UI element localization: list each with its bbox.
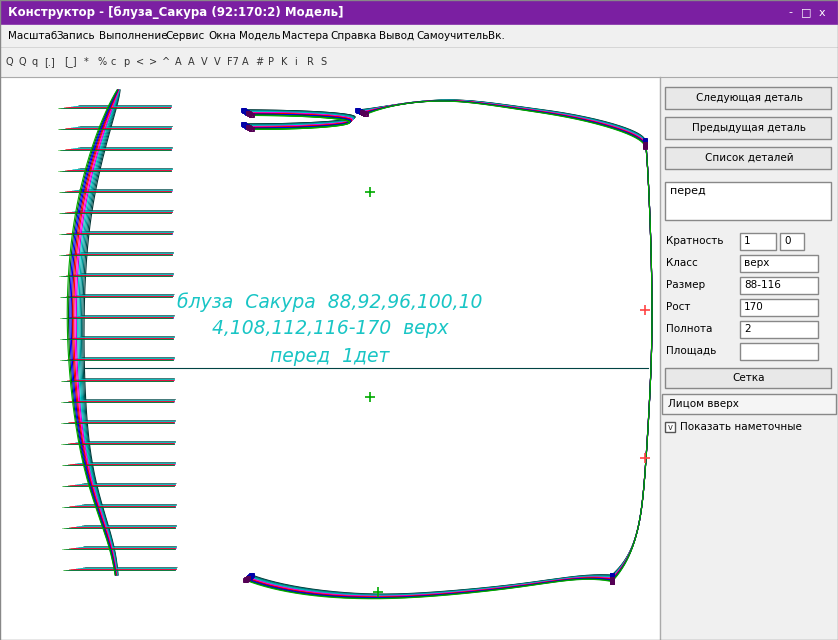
Bar bbox=[740, 233, 776, 250]
Text: 0: 0 bbox=[784, 236, 790, 246]
Text: 88-116: 88-116 bbox=[744, 280, 781, 290]
Bar bbox=[0, 25, 838, 47]
Text: Полнота: Полнота bbox=[666, 324, 712, 334]
Bar bbox=[740, 321, 818, 338]
Bar bbox=[660, 77, 838, 640]
Text: A: A bbox=[175, 57, 182, 67]
Text: Вк.: Вк. bbox=[489, 31, 505, 41]
Bar bbox=[740, 255, 818, 272]
Text: Самоучитель: Самоучитель bbox=[416, 31, 489, 41]
Text: 170: 170 bbox=[744, 302, 763, 312]
Text: Сервис: Сервис bbox=[165, 31, 204, 41]
Text: 4,108,112,116-170  верх: 4,108,112,116-170 верх bbox=[212, 319, 448, 337]
Text: <: < bbox=[136, 57, 144, 67]
Bar bbox=[740, 343, 818, 360]
Text: R: R bbox=[307, 57, 314, 67]
Text: c: c bbox=[110, 57, 116, 67]
Bar bbox=[665, 117, 831, 139]
Text: F7: F7 bbox=[227, 57, 239, 67]
Text: Модель: Модель bbox=[240, 31, 281, 41]
Text: S: S bbox=[320, 57, 326, 67]
Text: Q: Q bbox=[18, 57, 26, 67]
Text: P: P bbox=[268, 57, 274, 67]
Text: ^: ^ bbox=[162, 57, 170, 67]
Text: -: - bbox=[788, 8, 792, 17]
Text: %: % bbox=[97, 57, 106, 67]
Text: Запись: Запись bbox=[57, 31, 96, 41]
Text: верх: верх bbox=[744, 258, 769, 268]
Text: 1: 1 bbox=[744, 236, 751, 246]
Text: перед  1дет: перед 1дет bbox=[271, 348, 390, 367]
Text: □: □ bbox=[801, 8, 811, 17]
Text: Список деталей: Список деталей bbox=[705, 153, 794, 163]
Text: Окна: Окна bbox=[208, 31, 236, 41]
Text: Рост: Рост bbox=[666, 302, 691, 312]
Text: A: A bbox=[188, 57, 194, 67]
Text: [_]: [_] bbox=[64, 56, 76, 67]
Text: Площадь: Площадь bbox=[666, 346, 716, 356]
Text: Мастера: Мастера bbox=[282, 31, 328, 41]
Text: q: q bbox=[31, 57, 37, 67]
Bar bbox=[780, 233, 804, 250]
Text: i: i bbox=[294, 57, 297, 67]
Text: v: v bbox=[668, 422, 673, 431]
Bar bbox=[0, 47, 838, 77]
Text: Справка: Справка bbox=[331, 31, 377, 41]
Text: p: p bbox=[123, 57, 129, 67]
Text: Следующая деталь: Следующая деталь bbox=[696, 93, 803, 103]
Bar bbox=[0, 0, 838, 25]
Text: V: V bbox=[201, 57, 208, 67]
Text: Выполнение: Выполнение bbox=[100, 31, 168, 41]
Text: Q: Q bbox=[5, 57, 13, 67]
Text: 2: 2 bbox=[744, 324, 751, 334]
Text: *: * bbox=[84, 57, 89, 67]
Text: [.]: [.] bbox=[44, 57, 54, 67]
Text: K: K bbox=[281, 57, 287, 67]
Text: #: # bbox=[255, 57, 263, 67]
Bar bbox=[0, 77, 660, 640]
Text: Конструктор - [блуза_Сакура (92:170:2) Модель]: Конструктор - [блуза_Сакура (92:170:2) М… bbox=[8, 6, 344, 19]
Bar bbox=[740, 299, 818, 316]
Bar bbox=[740, 277, 818, 294]
Bar bbox=[665, 422, 675, 432]
Text: Сетка: Сетка bbox=[732, 373, 765, 383]
Text: Размер: Размер bbox=[666, 280, 705, 290]
Bar bbox=[665, 182, 831, 220]
Bar bbox=[662, 394, 836, 414]
Text: Кратность: Кратность bbox=[666, 236, 723, 246]
Text: блуза  Сакура  88,92,96,100,10: блуза Сакура 88,92,96,100,10 bbox=[178, 292, 483, 312]
Bar bbox=[665, 87, 831, 109]
Text: Вывод: Вывод bbox=[380, 31, 415, 41]
Text: V: V bbox=[214, 57, 220, 67]
Text: Показать наметочные: Показать наметочные bbox=[680, 422, 802, 432]
Text: Лицом вверх: Лицом вверх bbox=[668, 399, 739, 409]
Text: Класс: Класс bbox=[666, 258, 698, 268]
Text: Масштаб: Масштаб bbox=[8, 31, 57, 41]
Text: x: x bbox=[819, 8, 825, 17]
Text: Предыдущая деталь: Предыдущая деталь bbox=[692, 123, 806, 133]
Text: A: A bbox=[242, 57, 249, 67]
Bar bbox=[665, 147, 831, 169]
Bar bbox=[665, 368, 831, 388]
Text: перед: перед bbox=[670, 186, 706, 196]
Text: >: > bbox=[149, 57, 158, 67]
